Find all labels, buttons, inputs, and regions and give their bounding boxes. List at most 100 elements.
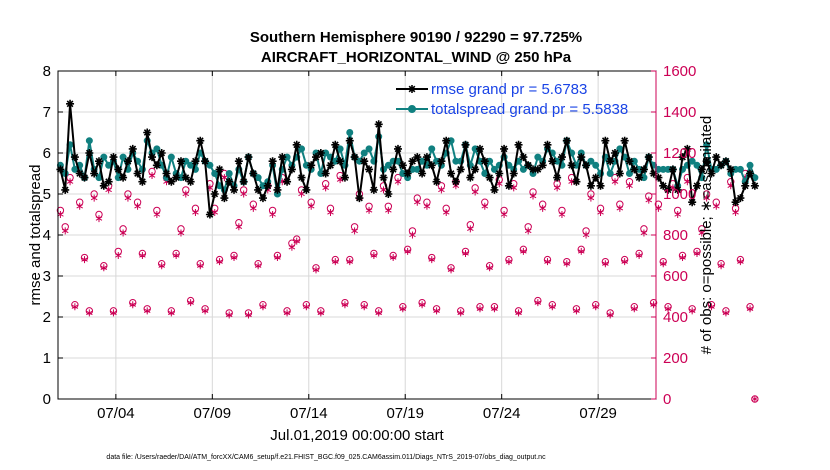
rmse-point [268, 157, 277, 166]
rmse-point [557, 153, 566, 162]
rmse-point [702, 157, 711, 166]
obs-assimilated-point [582, 231, 590, 239]
y-tick-label: 0 [43, 391, 51, 408]
y-right-tick-label: 1000 [663, 186, 696, 203]
rmse-point [504, 181, 513, 190]
obs-assimilated-point [631, 305, 638, 313]
rmse-point [210, 190, 219, 198]
totalspread-point [365, 145, 373, 153]
obs-assimilated-point [626, 182, 633, 190]
totalspread-point [167, 153, 175, 161]
rmse-point [398, 161, 407, 170]
y-tick-label: 7 [43, 104, 51, 121]
obs-assimilated-point [462, 249, 469, 257]
obs-count-markers [56, 167, 759, 403]
rmse-point [138, 177, 147, 186]
totalspread-point [625, 170, 633, 177]
y-right-tick-label: 600 [663, 268, 688, 285]
obs-assimilated-point [568, 178, 575, 186]
rmse-point [678, 153, 687, 162]
obs-assimilated-point [573, 307, 580, 315]
obs-assimilated-point [505, 258, 513, 266]
legend-rmse-star [408, 85, 416, 93]
obs-assimilated-point [66, 178, 74, 186]
y-right-tick-label: 1200 [663, 145, 696, 162]
totalspread-point [490, 165, 498, 173]
obs-assimilated-point [602, 260, 609, 268]
x-tick-label: 07/24 [483, 405, 521, 422]
obs-assimilated-point [274, 254, 281, 262]
obs-assimilated-point [143, 307, 151, 315]
rmse-point [148, 153, 157, 162]
obs-assimilated-point [708, 303, 715, 311]
rmse-point [630, 165, 639, 174]
obs-assimilated-point [481, 202, 489, 210]
obs-assimilated-point [250, 204, 257, 212]
x-tick-label: 07/09 [194, 405, 232, 422]
rmse-point [577, 153, 586, 162]
y-tick-label: 6 [43, 145, 51, 162]
totalspread-point [606, 170, 614, 177]
obs-assimilated-point [457, 309, 464, 317]
rmse-point [355, 194, 364, 203]
rmse-point [601, 136, 610, 145]
rmse-point [427, 161, 436, 170]
totalspread-point [346, 129, 354, 136]
obs-assimilated-point [438, 186, 445, 194]
rmse-point [85, 149, 94, 157]
rmse-point [519, 153, 528, 162]
rmse-point [273, 185, 282, 194]
totalspread-point [85, 137, 93, 145]
rmse-point [75, 169, 84, 178]
totalspread-point [592, 161, 600, 169]
obs-assimilated-point [534, 299, 542, 307]
rmse-point [316, 149, 325, 157]
rmse-point [572, 177, 581, 186]
rmse-point [538, 161, 547, 170]
obs-assimilated-point [240, 190, 247, 198]
obs-assimilated-point [119, 229, 127, 237]
rmse-point [321, 169, 330, 178]
legend-totalspread-marker [408, 105, 416, 113]
rmse-point [90, 169, 99, 178]
rmse-point [717, 161, 726, 170]
chart-title-line2: AIRCRAFT_HORIZONTAL_WIND @ 250 hPa [261, 49, 572, 66]
rmse-point [234, 157, 243, 166]
y-axis-label: rmse and totalspread [27, 165, 44, 306]
obs-assimilated-point [110, 309, 117, 317]
rmse-point [562, 136, 571, 145]
rmse-point [70, 153, 79, 162]
rmse-point [181, 173, 190, 182]
obs-assimilated-point [674, 211, 681, 218]
obs-assimilated-point [114, 252, 122, 259]
rmse-point [447, 169, 456, 178]
rmse-point [746, 169, 755, 178]
x-tick-label: 07/14 [290, 405, 328, 422]
obs-assimilated-point [129, 301, 137, 309]
rmse-point [509, 169, 518, 178]
rmse-point [736, 194, 745, 203]
obs-assimilated-point [394, 178, 402, 186]
obs-assimilated-point [389, 254, 397, 262]
obs-assimilated-point [293, 237, 301, 245]
obs-assimilated-point [307, 202, 315, 210]
y-right-tick-label: 0 [663, 391, 671, 408]
rmse-point [495, 169, 504, 178]
rmse-point [418, 169, 427, 178]
obs-assimilated-point [428, 256, 436, 264]
rmse-point [336, 157, 345, 166]
totalspread-point [519, 165, 527, 173]
rmse-point [553, 173, 562, 182]
rmse-point [697, 165, 706, 174]
obs-assimilated-point [95, 215, 103, 223]
obs-assimilated-point [746, 305, 754, 313]
rmse-point [659, 181, 668, 190]
obs-assimilated-point [235, 223, 243, 231]
obs-assimilated-point [153, 211, 161, 218]
rmse-point [408, 157, 417, 166]
rmse-point [422, 153, 431, 162]
footer-data-file: data file: /Users/raeder/DAI/ATM_forcXX/… [106, 454, 546, 461]
rmse-point [244, 153, 253, 162]
obs-assimilated-point [592, 303, 600, 311]
rmse-point [302, 185, 311, 194]
